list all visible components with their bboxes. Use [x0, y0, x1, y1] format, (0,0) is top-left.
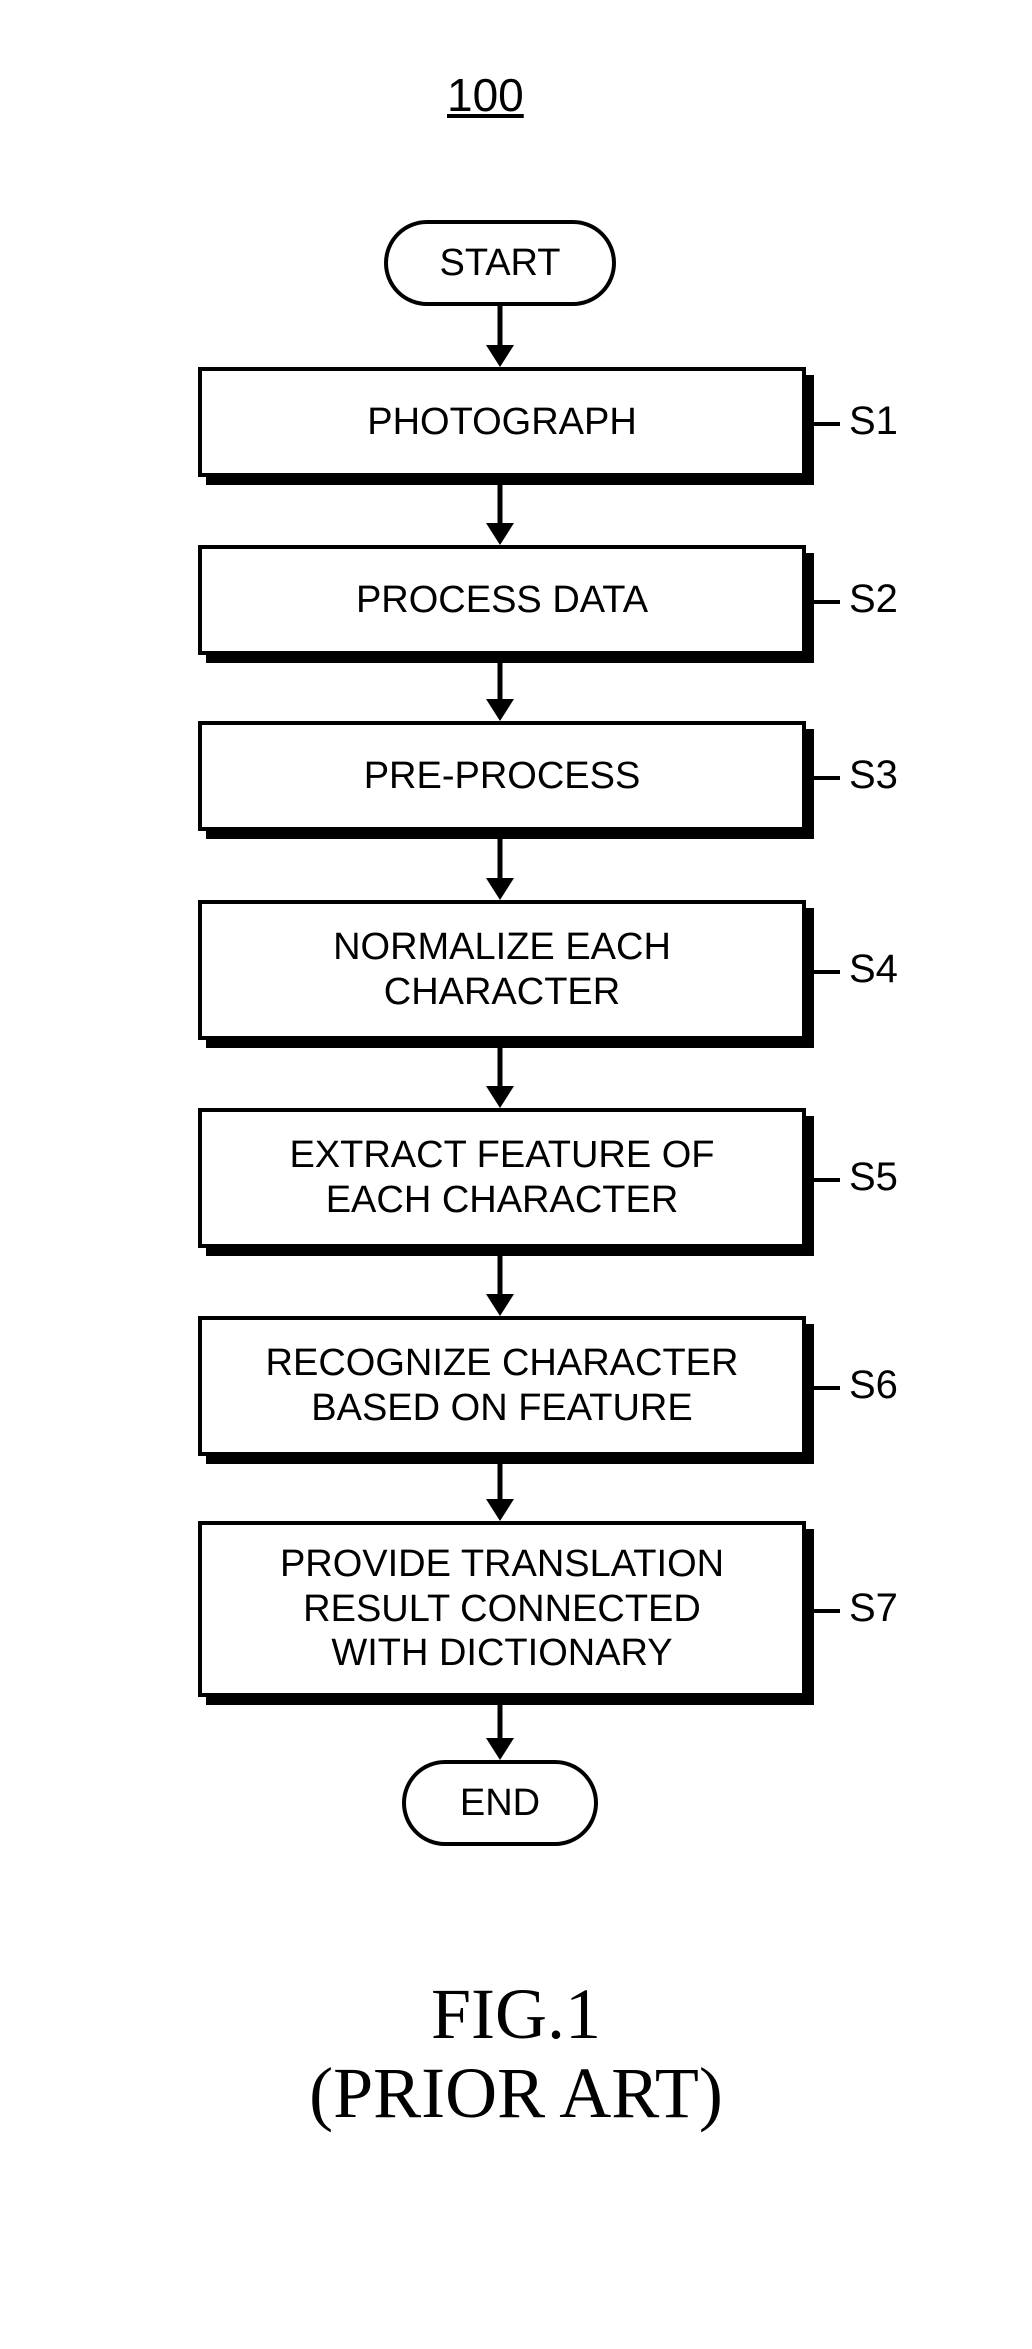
step-box: PHOTOGRAPH — [198, 367, 806, 477]
arrow-line — [498, 1048, 503, 1089]
step-box: EXTRACT FEATURE OF EACH CHARACTER — [198, 1108, 806, 1248]
step-label-s3: S3 — [849, 753, 898, 798]
step-s2: PROCESS DATA — [198, 545, 806, 655]
step-s1: PHOTOGRAPH — [198, 367, 806, 477]
start-label: START — [439, 242, 560, 285]
step-text: PRE-PROCESS — [364, 754, 641, 799]
end-terminator-box: END — [402, 1760, 598, 1846]
step-label-s1: S1 — [849, 399, 898, 444]
arrow-head-icon — [486, 1499, 514, 1521]
arrow-line — [498, 1256, 503, 1297]
step-box: PRE-PROCESS — [198, 721, 806, 831]
caption-line2: (PRIOR ART) — [0, 2054, 1032, 2133]
step-s4: NORMALIZE EACH CHARACTER — [198, 900, 806, 1040]
step-box: RECOGNIZE CHARACTER BASED ON FEATURE — [198, 1316, 806, 1456]
arrow-head-icon — [486, 699, 514, 721]
arrow-line — [498, 485, 503, 526]
arrow-line — [498, 1705, 503, 1741]
step-box: PROVIDE TRANSLATION RESULT CONNECTED WIT… — [198, 1521, 806, 1697]
arrow-head-icon — [486, 1294, 514, 1316]
end-terminator: END — [402, 1760, 598, 1846]
step-text: EXTRACT FEATURE OF EACH CHARACTER — [289, 1133, 714, 1223]
figure-caption: FIG.1 (PRIOR ART) — [0, 1975, 1032, 2133]
caption-line1: FIG.1 — [0, 1975, 1032, 2054]
step-text: RECOGNIZE CHARACTER BASED ON FEATURE — [266, 1341, 739, 1431]
arrow-head-icon — [486, 1086, 514, 1108]
step-s6: RECOGNIZE CHARACTER BASED ON FEATURE — [198, 1316, 806, 1456]
step-box: PROCESS DATA — [198, 545, 806, 655]
step-text: NORMALIZE EACH CHARACTER — [333, 925, 671, 1015]
arrow-head-icon — [486, 523, 514, 545]
arrow-head-icon — [486, 1738, 514, 1760]
arrow-line — [498, 1464, 503, 1502]
end-label: END — [460, 1782, 540, 1825]
step-s3: PRE-PROCESS — [198, 721, 806, 831]
step-s7: PROVIDE TRANSLATION RESULT CONNECTED WIT… — [198, 1521, 806, 1697]
step-text: PROCESS DATA — [356, 578, 648, 623]
step-s5: EXTRACT FEATURE OF EACH CHARACTER — [198, 1108, 806, 1248]
arrow-head-icon — [486, 878, 514, 900]
start-terminator: START — [384, 220, 616, 306]
arrow-head-icon — [486, 345, 514, 367]
start-terminator-box: START — [384, 220, 616, 306]
step-box: NORMALIZE EACH CHARACTER — [198, 900, 806, 1040]
arrow-line — [498, 839, 503, 881]
step-text: PHOTOGRAPH — [367, 400, 637, 445]
figure-number: 100 — [447, 68, 524, 122]
step-label-s7: S7 — [849, 1586, 898, 1631]
step-label-s5: S5 — [849, 1155, 898, 1200]
arrow-line — [498, 663, 503, 702]
step-label-s4: S4 — [849, 947, 898, 992]
step-text: PROVIDE TRANSLATION RESULT CONNECTED WIT… — [280, 1542, 724, 1676]
arrow-line — [498, 306, 503, 348]
step-label-s6: S6 — [849, 1363, 898, 1408]
step-label-s2: S2 — [849, 577, 898, 622]
